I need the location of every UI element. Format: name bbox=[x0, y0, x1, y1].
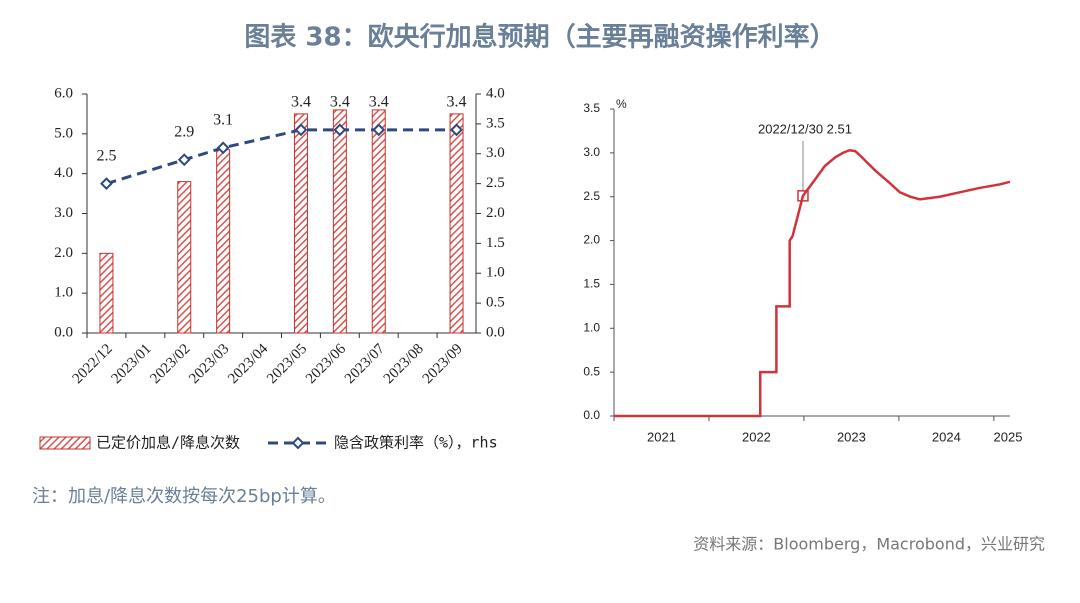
source: 资料来源：Bloomberg，Macrobond，兴业研究 bbox=[693, 535, 1045, 554]
y2-tick-label: 1.5 bbox=[486, 235, 505, 251]
y-tick-label: 6.0 bbox=[54, 85, 73, 101]
y-tick-label: 5.0 bbox=[54, 125, 73, 141]
y-tick-label: 0.5 bbox=[583, 364, 600, 378]
x-tick-label: 2023 bbox=[837, 429, 866, 444]
line-marker bbox=[216, 141, 230, 155]
bar bbox=[371, 109, 386, 334]
y-tick-label: 2.0 bbox=[54, 245, 73, 261]
value-label: 3.4 bbox=[369, 94, 389, 111]
y-tick-label: 1.5 bbox=[583, 277, 600, 291]
annotation: 2022/12/30 2.51 bbox=[758, 121, 852, 136]
x-tick-label: 2025 bbox=[994, 429, 1023, 444]
y-tick-label: 1.0 bbox=[54, 285, 73, 301]
x-tick-label: 2022/12 bbox=[70, 341, 116, 387]
y2-tick-label: 2.5 bbox=[486, 175, 505, 191]
value-label: 3.1 bbox=[213, 111, 233, 128]
y-tick-label: 3.5 bbox=[583, 101, 600, 115]
y2-tick-label: 3.0 bbox=[486, 145, 505, 161]
x-tick-label: 2021 bbox=[647, 429, 676, 444]
note: 注：加息/降息次数按每次25bp计算。 bbox=[32, 486, 336, 507]
value-label: 3.4 bbox=[330, 94, 350, 111]
x-tick-label: 2023/09 bbox=[420, 341, 466, 387]
legend-label: 已定价加息/降息次数 bbox=[96, 434, 240, 452]
legend-marker bbox=[291, 436, 305, 450]
y-tick-label: 3.0 bbox=[583, 145, 600, 159]
x-tick-label: 2024 bbox=[932, 429, 961, 444]
figure-title: 图表 38：欧央行加息预期（主要再融资操作利率） bbox=[244, 22, 835, 53]
x-tick-label: 2023/07 bbox=[342, 341, 388, 387]
value-label: 3.4 bbox=[291, 94, 311, 111]
y2-tick-label: 1.0 bbox=[486, 265, 505, 281]
line bbox=[614, 148, 1011, 418]
x-tick-label: 2023/03 bbox=[186, 341, 232, 387]
y-tick-label: 2.0 bbox=[583, 233, 600, 247]
y2-tick-label: 0.5 bbox=[486, 295, 505, 311]
x-tick-label: 2022 bbox=[742, 429, 771, 444]
line bbox=[106, 128, 457, 186]
x-tick-label: 2023/01 bbox=[109, 341, 155, 387]
y-tick-label: 2.5 bbox=[583, 189, 600, 203]
y2-tick-label: 2.0 bbox=[486, 205, 505, 221]
bar bbox=[332, 109, 347, 334]
x-tick-label: 2023/02 bbox=[147, 341, 193, 387]
x-tick-label: 2023/08 bbox=[381, 341, 427, 387]
y2-tick-label: 4.0 bbox=[486, 85, 505, 101]
x-tick-label: 2023/05 bbox=[264, 341, 310, 387]
legend-label: 隐含政策利率（%），rhs bbox=[334, 434, 498, 452]
line-marker bbox=[333, 123, 347, 137]
bar bbox=[216, 149, 231, 334]
annotation-marker bbox=[797, 190, 809, 202]
y2-tick-label: 0.0 bbox=[486, 324, 505, 340]
line-marker bbox=[294, 123, 308, 137]
y-tick-label: 3.0 bbox=[54, 205, 73, 221]
line-marker bbox=[100, 177, 113, 191]
bar bbox=[293, 113, 308, 334]
y-tick-label: 1.0 bbox=[583, 320, 600, 334]
line-marker bbox=[450, 123, 463, 137]
x-tick-label: 2023/04 bbox=[225, 341, 271, 387]
bar bbox=[177, 181, 192, 334]
line-marker bbox=[177, 153, 191, 167]
y-tick-label: 0.0 bbox=[583, 408, 600, 422]
bar bbox=[449, 113, 464, 334]
value-label: 3.4 bbox=[447, 94, 467, 111]
x-tick-label: 2023/06 bbox=[303, 341, 349, 387]
y2-tick-label: 3.5 bbox=[486, 115, 505, 131]
bar bbox=[99, 252, 114, 334]
unit-label: % bbox=[616, 97, 627, 111]
value-label: 2.5 bbox=[96, 147, 116, 164]
value-label: 2.9 bbox=[174, 123, 194, 140]
line-marker bbox=[372, 123, 386, 137]
y-tick-label: 4.0 bbox=[54, 165, 73, 181]
legend-swatch bbox=[39, 436, 91, 450]
y-tick-label: 0.0 bbox=[54, 324, 73, 340]
